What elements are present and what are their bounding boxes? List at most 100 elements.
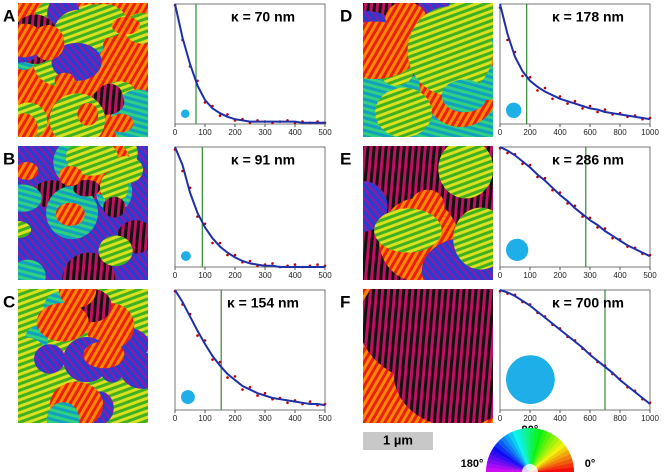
data-point — [308, 400, 312, 403]
x-tick-label: 0 — [498, 128, 503, 137]
x-tick-label: 300 — [258, 414, 272, 423]
x-tick-label: 400 — [288, 271, 302, 280]
domain — [363, 21, 419, 79]
data-point — [506, 151, 509, 155]
data-point — [543, 86, 547, 90]
wheel-label-left: 180° — [461, 458, 484, 470]
data-point — [218, 360, 222, 364]
wheel-segment — [503, 433, 530, 472]
wheel-segment — [494, 442, 530, 472]
wheel-label-right: 0° — [585, 458, 596, 470]
panel-letter: A — [3, 6, 15, 25]
wheel-segment — [511, 430, 530, 472]
data-point — [248, 259, 252, 263]
wheel-segment — [497, 439, 530, 472]
kappa-disk — [181, 251, 191, 261]
x-tick-label: 1000 — [641, 414, 659, 423]
domain — [72, 179, 101, 197]
micrograph — [363, 146, 493, 280]
data-point — [551, 97, 554, 101]
fit-line — [499, 146, 651, 258]
scale-bar — [363, 432, 433, 450]
x-tick-label: 600 — [583, 414, 597, 423]
domain — [98, 235, 133, 267]
domain — [46, 402, 80, 423]
x-tick-label: 400 — [553, 414, 567, 423]
domain — [393, 320, 493, 423]
kappa-disk — [505, 102, 522, 118]
micrograph — [18, 3, 148, 137]
data-point — [588, 104, 592, 108]
fit-line — [174, 146, 325, 268]
x-tick-label: 0 — [173, 271, 178, 280]
x-tick-label: 600 — [583, 128, 597, 137]
domain — [58, 165, 83, 186]
domain — [18, 161, 39, 180]
domain — [65, 146, 118, 176]
x-tick-label: 1000 — [641, 128, 659, 137]
kappa-annotation: κ = 154 nm — [227, 295, 299, 311]
domain — [18, 221, 32, 239]
x-tick-label: 0 — [173, 414, 178, 423]
x-tick-label: 100 — [198, 414, 212, 423]
panel-letter: E — [340, 149, 351, 168]
kappa-disk — [506, 355, 555, 404]
data-point — [566, 102, 569, 105]
domain — [18, 113, 38, 137]
wheel-segment — [530, 436, 560, 472]
wheel-segment — [530, 442, 566, 472]
fit-line — [174, 3, 325, 124]
wheel-segment — [530, 428, 540, 472]
data-point — [226, 253, 229, 257]
data-point — [218, 114, 222, 117]
data-point — [196, 334, 199, 337]
data-point — [226, 376, 229, 379]
x-tick-label: 300 — [258, 128, 272, 137]
wheel-segment — [530, 449, 571, 472]
domain — [374, 208, 442, 253]
fit-line — [499, 3, 651, 121]
wheel-segment — [500, 436, 530, 472]
x-tick-label: 800 — [613, 414, 627, 423]
domain — [31, 25, 65, 61]
domain — [58, 289, 97, 308]
wheel-segment — [507, 431, 530, 472]
x-tick-label: 500 — [318, 271, 332, 280]
kappa-annotation: κ = 91 nm — [231, 152, 295, 168]
x-tick-label: 200 — [523, 128, 537, 137]
data-point — [581, 107, 584, 110]
x-tick-label: 200 — [228, 128, 242, 137]
domain — [54, 72, 75, 91]
data-point — [521, 74, 524, 78]
kappa-annotation: κ = 700 nm — [552, 295, 624, 311]
scale-bar-label: 1 µm — [383, 432, 413, 447]
data-point — [573, 99, 577, 103]
x-tick-label: 100 — [198, 128, 212, 137]
wheel-segment — [486, 467, 530, 472]
domain — [441, 79, 488, 113]
x-tick-label: 200 — [228, 414, 242, 423]
domain — [36, 302, 89, 342]
x-tick-label: 100 — [523, 271, 537, 280]
x-tick-label: 400 — [613, 271, 627, 280]
x-tick-label: 300 — [258, 271, 272, 280]
domain — [453, 207, 493, 270]
wheel-segment — [530, 458, 574, 472]
domain — [51, 42, 102, 81]
x-tick-label: 0 — [498, 414, 503, 423]
domain — [83, 341, 125, 369]
wheel-segment — [530, 453, 572, 472]
wheel-segment — [530, 433, 556, 472]
domain — [108, 113, 134, 133]
x-tick-label: 200 — [228, 271, 242, 280]
kappa-disk — [181, 109, 190, 118]
fit-line — [174, 289, 326, 407]
wheel-segment — [530, 428, 544, 472]
domain — [18, 259, 46, 280]
data-point — [233, 375, 237, 378]
data-point — [316, 263, 319, 266]
data-point — [558, 95, 562, 98]
x-tick-label: 400 — [288, 414, 302, 423]
x-tick-label: 200 — [553, 271, 567, 280]
